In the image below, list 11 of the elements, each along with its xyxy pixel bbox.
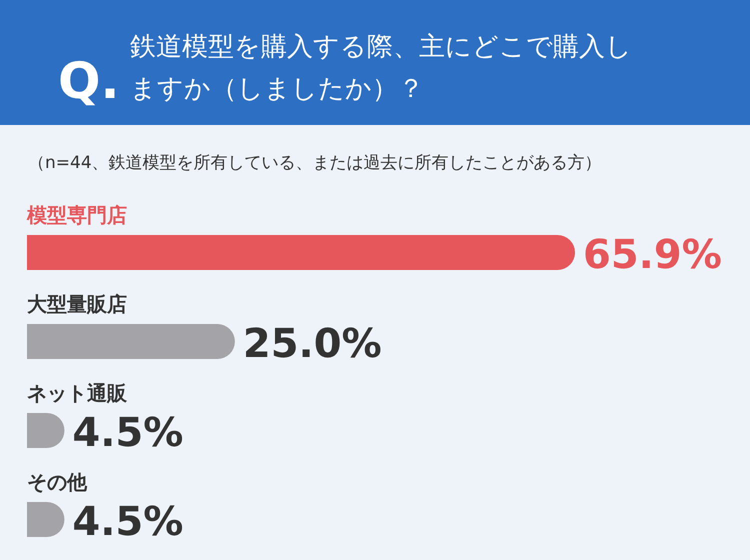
data-label: 25.0% — [242, 321, 382, 367]
chart-subtitle: （n=44、鉄道模型を所有している、または過去に所有したことがある方） — [28, 153, 602, 173]
y-tick-label: その他 — [27, 470, 88, 494]
chart-title: 鉄道模型を購入する際、主にどこで購入しますか（しましたか）？ — [130, 32, 632, 104]
y-tick-label: 大型量販店 — [27, 292, 127, 316]
y-tick-label: 模型専門店 — [26, 203, 127, 227]
data-label: 4.5% — [72, 410, 184, 456]
y-tick-label: ネット通販 — [27, 381, 128, 405]
data-label: 65.9% — [583, 232, 722, 278]
data-label: 4.5% — [72, 499, 184, 545]
text: Q. — [58, 52, 120, 110]
